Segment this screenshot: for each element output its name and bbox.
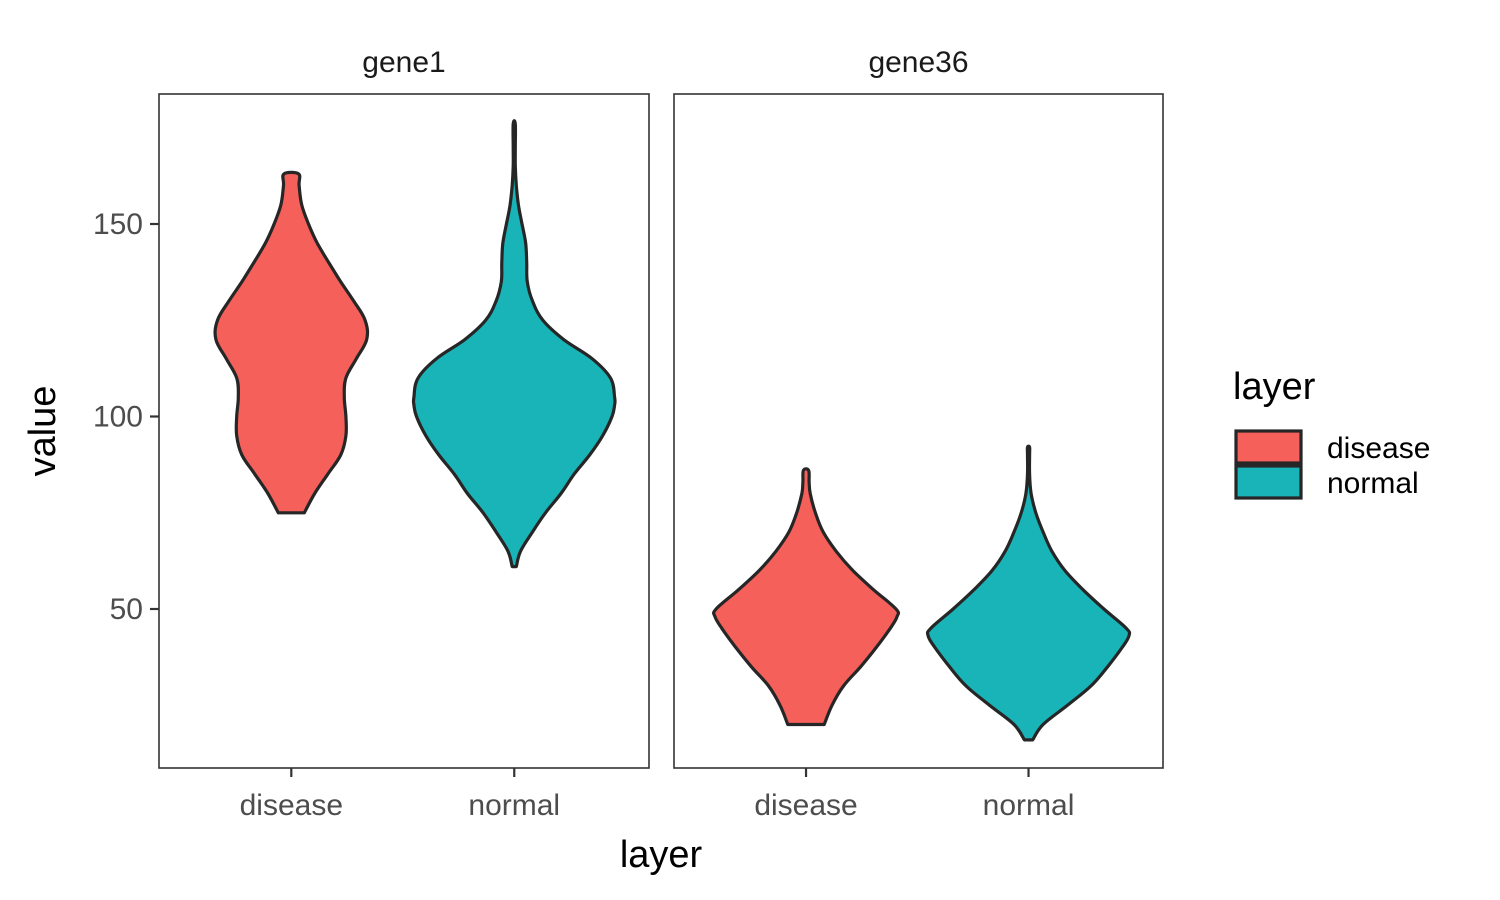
legend-key-normal	[1234, 464, 1303, 500]
y-tick-label: 50	[110, 593, 143, 626]
x-tick-label: disease	[754, 789, 857, 822]
panel-gene36: gene36 disease normal	[673, 46, 1164, 822]
y-tick-label: 100	[93, 401, 143, 434]
panel-border	[158, 93, 650, 769]
x-axis-title: layer	[620, 834, 703, 876]
panels-layer: gene1 disease normal 50 100 150 gene36 disease n…	[93, 46, 1164, 822]
y-axis-title: value	[22, 386, 64, 477]
x-tick-label: normal	[468, 789, 560, 822]
x-tick-label: disease	[240, 789, 343, 822]
panel-gene1: gene1 disease normal 50 100 150	[93, 46, 650, 822]
violin-gene36-disease	[712, 467, 901, 727]
violin-gene1-normal	[411, 119, 617, 569]
facet-title: gene36	[868, 46, 968, 79]
violin-gene1-disease	[213, 170, 370, 515]
y-tick-label: 150	[93, 208, 143, 241]
legend-title: layer	[1233, 366, 1316, 408]
legend-label-normal: normal	[1327, 467, 1419, 500]
legend-key-disease	[1234, 429, 1303, 465]
facet-title: gene1	[362, 46, 445, 79]
violin-gene36-normal	[925, 444, 1132, 742]
panel-border	[673, 93, 1164, 769]
legend-label-disease: disease	[1327, 432, 1430, 465]
x-tick-label: normal	[983, 789, 1075, 822]
